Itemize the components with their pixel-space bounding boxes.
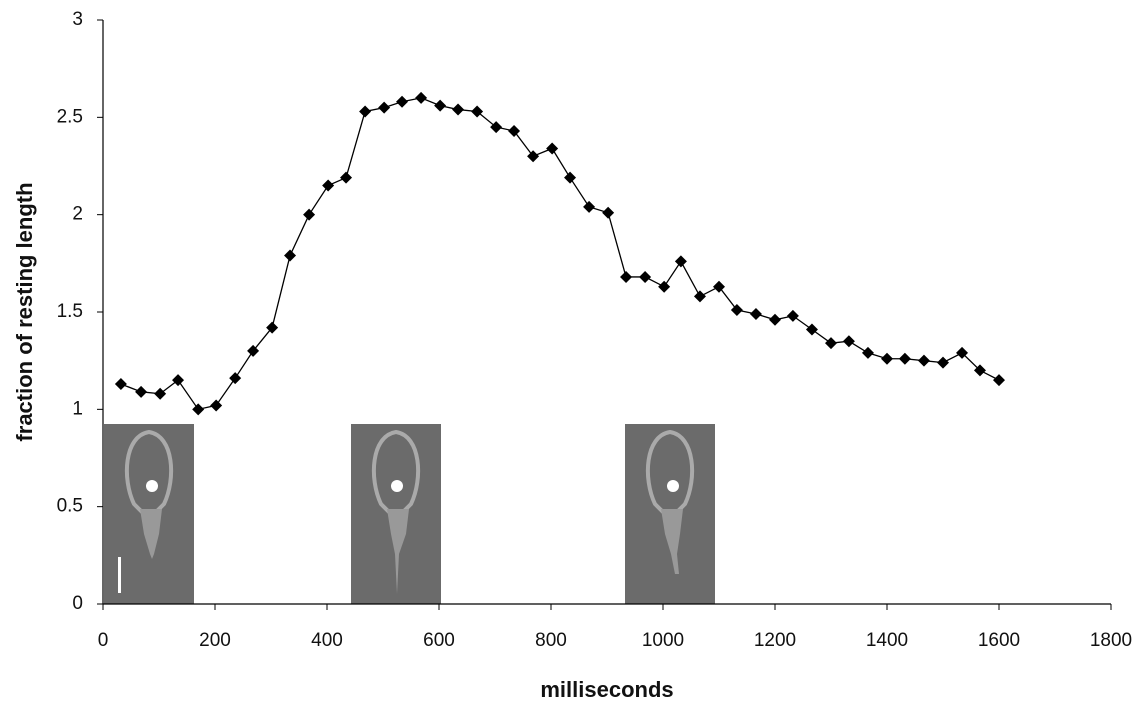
data-point [713, 280, 725, 293]
data-point [861, 346, 874, 359]
data-point [192, 403, 205, 416]
squid-spot [667, 480, 679, 492]
x-tick-label: 400 [311, 630, 343, 651]
squid-body [140, 509, 162, 559]
data-point [825, 337, 837, 350]
inset-image [625, 424, 715, 604]
x-tick-label: 1200 [754, 630, 796, 651]
data-point [154, 387, 167, 400]
y-axis-title: fraction of resting length [12, 182, 37, 441]
data-point [378, 101, 391, 114]
y-tick-label: 2.5 [57, 106, 83, 127]
data-point [917, 354, 930, 367]
inset-image [351, 424, 441, 604]
data-point [973, 364, 986, 377]
y-tick-label: 1.5 [57, 301, 83, 322]
y-tick-label: 3 [72, 9, 83, 30]
data-point [658, 280, 671, 293]
data-point [434, 99, 447, 112]
inset-images [104, 424, 715, 604]
data-point [172, 374, 185, 387]
data-point [490, 121, 503, 134]
data-point [266, 321, 279, 334]
data-point [564, 171, 577, 184]
y-tick-label: 2 [72, 204, 83, 225]
data-point [749, 307, 762, 320]
x-tick-label: 1800 [1090, 630, 1132, 651]
data-point [674, 255, 687, 268]
squid-body [661, 509, 683, 574]
data-point [359, 105, 372, 118]
data-point [303, 208, 316, 221]
data-point [620, 270, 633, 283]
data-point [340, 171, 353, 184]
data-point [993, 374, 1005, 387]
x-tick-label: 1600 [978, 630, 1020, 651]
data-point [471, 105, 484, 118]
data-point [135, 385, 148, 398]
data-point [937, 356, 949, 369]
data-point [247, 344, 260, 357]
data-point [693, 290, 706, 303]
data-point [229, 372, 242, 385]
data-point [602, 206, 615, 219]
data-point [881, 352, 893, 365]
data-point [956, 346, 969, 359]
data-point [452, 103, 465, 116]
squid-spot [146, 480, 158, 492]
data-point [210, 399, 223, 412]
data-point [805, 323, 818, 336]
y-tick-label: 0 [72, 593, 83, 614]
x-axis-title: milliseconds [540, 677, 673, 702]
data-point [583, 200, 596, 213]
data-point [639, 270, 652, 283]
y-tick-label: 0.5 [57, 496, 83, 517]
data-point [730, 304, 743, 317]
data-point [114, 378, 127, 391]
data-point [842, 335, 855, 348]
data-point [527, 150, 540, 163]
data-point [508, 124, 521, 137]
x-tick-label: 200 [199, 630, 231, 651]
data-point [396, 95, 409, 108]
data-point [322, 179, 335, 192]
data-point [546, 142, 559, 155]
data-point [769, 313, 781, 326]
data-point [898, 352, 911, 365]
scale-bar [118, 557, 121, 593]
data-point [415, 91, 428, 104]
data-line [120, 97, 1000, 411]
x-tick-label: 1400 [866, 630, 908, 651]
x-tick-label: 1000 [642, 630, 684, 651]
x-tick-label: 0 [98, 630, 109, 651]
inset-image [104, 424, 194, 604]
x-tick-label: 800 [535, 630, 567, 651]
y-tick-label: 1 [72, 398, 83, 419]
squid-body [387, 509, 409, 594]
data-point [284, 249, 297, 262]
squid-spot [391, 480, 403, 492]
data-point [786, 309, 799, 322]
x-tick-label: 600 [423, 630, 455, 651]
